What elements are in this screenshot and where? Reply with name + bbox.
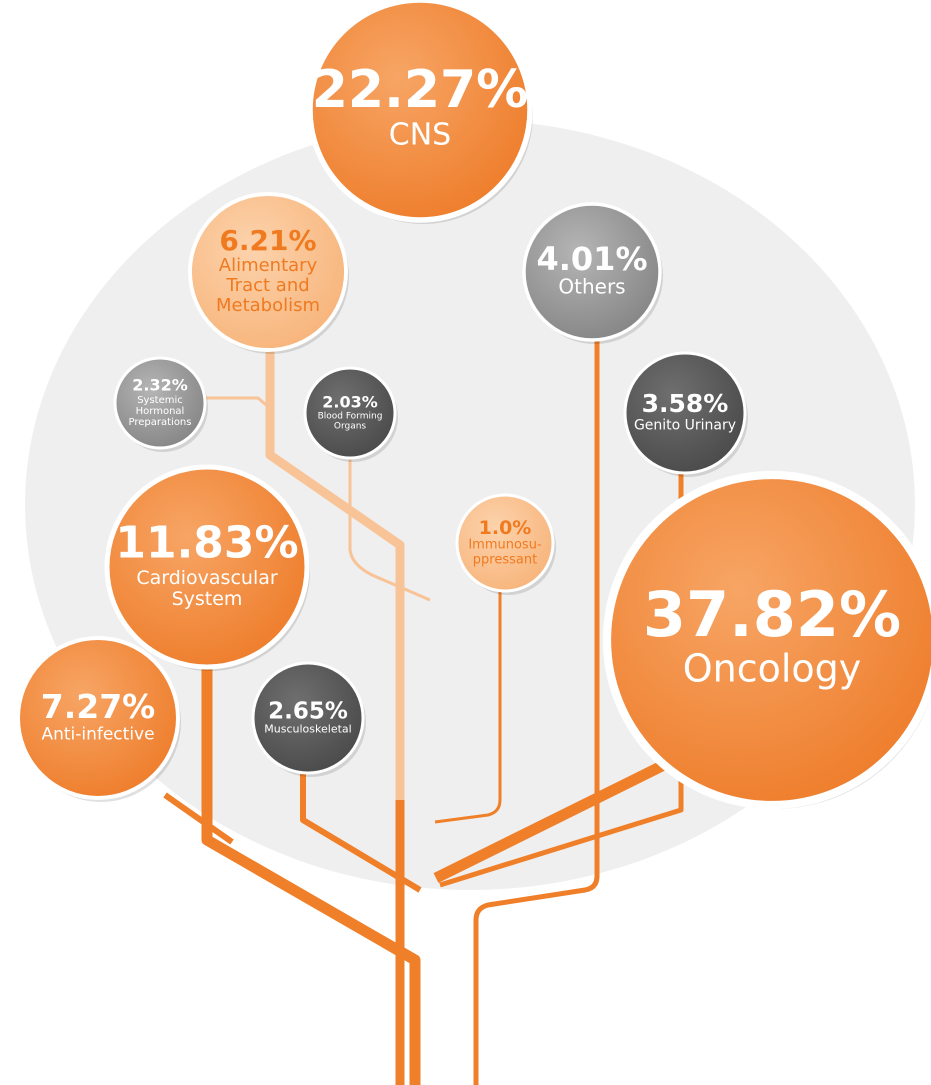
node-label: Hormonal — [136, 406, 185, 417]
node-label: ppressant — [473, 552, 537, 567]
node-label: Immunosu- — [468, 538, 542, 553]
node-label: CNS — [389, 118, 451, 153]
node: 4.01%Others — [524, 204, 663, 344]
node-label: Alimentary — [219, 255, 318, 276]
node: 37.82%Oncology — [607, 475, 931, 809]
node-percent: 4.01% — [536, 240, 647, 278]
node-percent: 2.32% — [132, 376, 188, 395]
node-percent: 6.21% — [219, 224, 316, 257]
node-percent: 2.03% — [322, 392, 378, 411]
node-label: Systemic — [137, 395, 183, 406]
node-label: Musculoskeletal — [264, 723, 351, 736]
node-label: Anti-infective — [41, 725, 154, 745]
node-label: Tract and — [225, 275, 309, 296]
node: 7.27%Anti-infective — [18, 638, 181, 802]
node: 22.27%CNS — [310, 0, 533, 224]
node-label: Preparations — [129, 417, 192, 428]
node-percent: 11.83% — [115, 518, 298, 569]
node-label: Organs — [334, 422, 367, 432]
node-percent: 7.27% — [41, 687, 156, 726]
node-percent: 37.82% — [643, 578, 901, 651]
node-label: Oncology — [683, 647, 862, 691]
node-percent: 22.27% — [312, 60, 529, 120]
node-percent: 3.58% — [642, 389, 729, 418]
node-label: System — [172, 588, 243, 610]
node-label: Genito Urinary — [634, 418, 736, 434]
node-percent: 2.65% — [268, 698, 348, 724]
node-label: Others — [558, 275, 625, 299]
node-label: Blood Forming — [318, 411, 383, 421]
node-label: Cardiovascular — [136, 567, 278, 589]
infographic: 22.27%CNS6.21%AlimentaryTract andMetabol… — [0, 0, 931, 1085]
node-percent: 1.0% — [479, 517, 532, 539]
node-label: Metabolism — [216, 295, 320, 316]
